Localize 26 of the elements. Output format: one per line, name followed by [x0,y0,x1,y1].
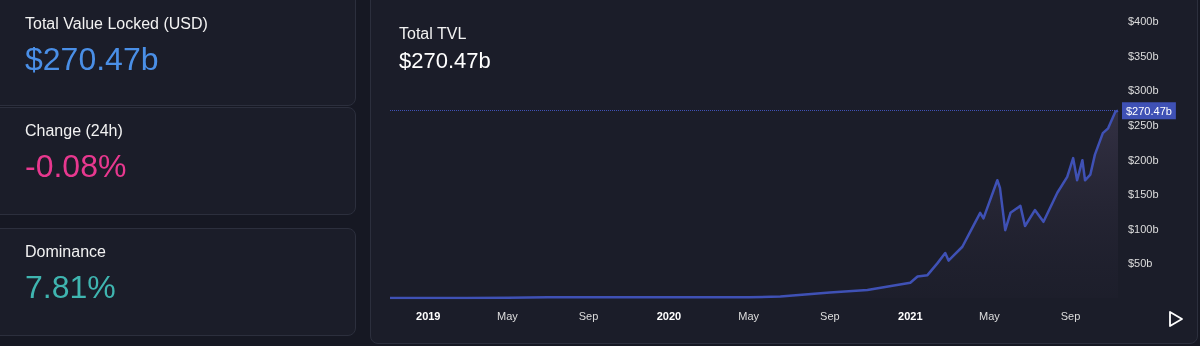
y-tick-label: $50b [1128,257,1153,270]
text: Change (24h) [25,122,124,140]
text: 7.81% [25,269,117,306]
chart-title: Total TVL [399,24,467,42]
y-tick-label: $300b [1128,84,1159,97]
y-tick-label: $200b [1128,153,1159,166]
x-tick-label: 2019 [416,309,441,322]
y-tick-label: $250b [1128,118,1159,131]
y-tick-label: $350b [1128,49,1159,62]
y-tick-label: $400b [1128,15,1159,27]
text: Total Value Locked (USD) [25,15,209,33]
y-tick-label: $150b [1128,188,1159,201]
x-tick-label: May [496,309,519,322]
text: -0.08% [25,148,128,185]
x-tick-label: May [979,309,1001,322]
x-tick-label: Sep [578,309,599,322]
y-tick-label: $100b [1128,222,1159,235]
ref-line-label: $270.47b [1126,104,1172,117]
x-tick-label: May [738,309,760,322]
text: Dominance [25,243,107,261]
text: $270.47b [25,41,160,78]
x-tick-label: 2021 [898,309,923,322]
x-tick-label: 2020 [656,309,682,322]
text: $270.47b [399,47,491,73]
x-tick-label: Sep [820,309,840,322]
x-tick-label: Sep [1060,309,1081,322]
